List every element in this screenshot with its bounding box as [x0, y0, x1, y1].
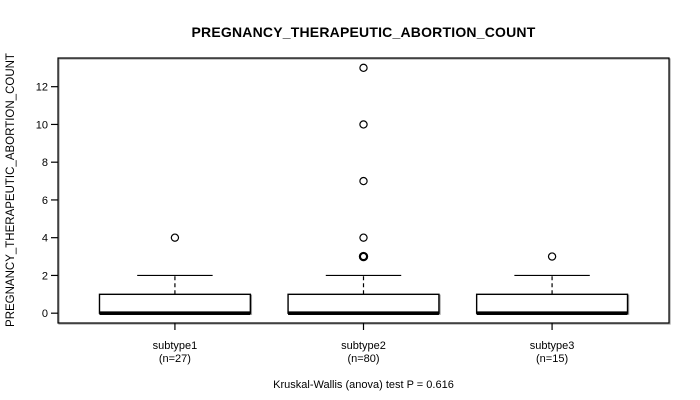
x-group-label-subtype1: subtype1 (n=27): [153, 340, 198, 366]
outlier-point: [358, 251, 369, 262]
median-line: [99, 311, 251, 315]
outlier-point: [547, 252, 557, 261]
outlier-point: [170, 233, 180, 242]
outlier-point: [359, 176, 368, 186]
group-name: subtype2: [341, 340, 386, 352]
group-name: subtype3: [529, 340, 575, 352]
y-tick-label: 6: [42, 195, 48, 207]
y-tick-label: 4: [42, 233, 48, 245]
y-tick-label: 8: [42, 157, 48, 169]
group-count: (n=15): [536, 353, 569, 365]
x-group-label-subtype3: subtype3 (n=15): [530, 340, 575, 366]
y-tick-label: 0: [42, 308, 48, 320]
x-group-label-subtype2: subtype2 (n=80): [341, 340, 386, 366]
outlier-point: [359, 63, 368, 73]
group-count: (n=80): [347, 353, 380, 365]
median-line: [288, 311, 439, 315]
chart-title: PREGNANCY_THERAPEUTIC_ABORTION_COUNT: [191, 24, 536, 40]
outlier-point: [359, 120, 368, 129]
y-tick-label: 12: [36, 82, 48, 94]
group-count: (n=27): [158, 353, 191, 365]
median-line: [476, 311, 628, 315]
group-name: subtype1: [152, 340, 198, 352]
iqr-box: [287, 293, 440, 314]
y-tick-label: 2: [42, 270, 48, 282]
stat-test-annotation: Kruskal-Wallis (anova) test P = 0.616: [273, 379, 454, 391]
iqr-box: [98, 293, 252, 314]
iqr-box: [475, 293, 629, 314]
plot-frame: [57, 57, 670, 324]
outlier-point: [359, 233, 368, 242]
y-tick-label: 10: [36, 119, 48, 131]
